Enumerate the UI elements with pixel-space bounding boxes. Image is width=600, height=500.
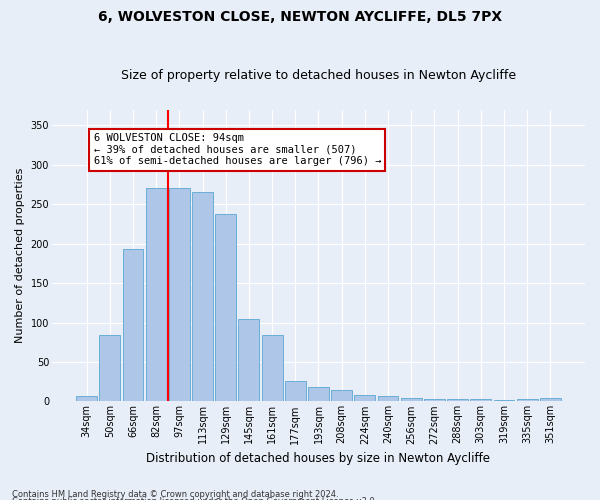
Bar	[192, 192, 213, 402]
Bar	[377, 396, 398, 402]
Text: Contains HM Land Registry data © Crown copyright and database right 2024.: Contains HM Land Registry data © Crown c…	[12, 490, 338, 499]
Bar	[169, 188, 190, 402]
Bar	[215, 214, 236, 402]
Bar	[238, 320, 259, 402]
X-axis label: Distribution of detached houses by size in Newton Aycliffe: Distribution of detached houses by size …	[146, 452, 490, 465]
Bar	[355, 395, 375, 402]
Y-axis label: Number of detached properties: Number of detached properties	[15, 168, 25, 343]
Bar	[494, 400, 514, 402]
Title: Size of property relative to detached houses in Newton Aycliffe: Size of property relative to detached ho…	[121, 69, 516, 82]
Bar	[285, 381, 306, 402]
Text: Contains public sector information licensed under the Open Government Licence v3: Contains public sector information licen…	[12, 497, 377, 500]
Bar	[331, 390, 352, 402]
Bar	[470, 399, 491, 402]
Bar	[424, 399, 445, 402]
Bar	[517, 399, 538, 402]
Text: 6 WOLVESTON CLOSE: 94sqm
← 39% of detached houses are smaller (507)
61% of semi-: 6 WOLVESTON CLOSE: 94sqm ← 39% of detach…	[94, 133, 381, 166]
Bar	[262, 335, 283, 402]
Text: 6, WOLVESTON CLOSE, NEWTON AYCLIFFE, DL5 7PX: 6, WOLVESTON CLOSE, NEWTON AYCLIFFE, DL5…	[98, 10, 502, 24]
Bar	[447, 399, 468, 402]
Bar	[100, 335, 120, 402]
Bar	[76, 396, 97, 402]
Bar	[308, 387, 329, 402]
Bar	[540, 398, 561, 402]
Bar	[146, 188, 167, 402]
Bar	[122, 249, 143, 402]
Bar	[401, 398, 422, 402]
